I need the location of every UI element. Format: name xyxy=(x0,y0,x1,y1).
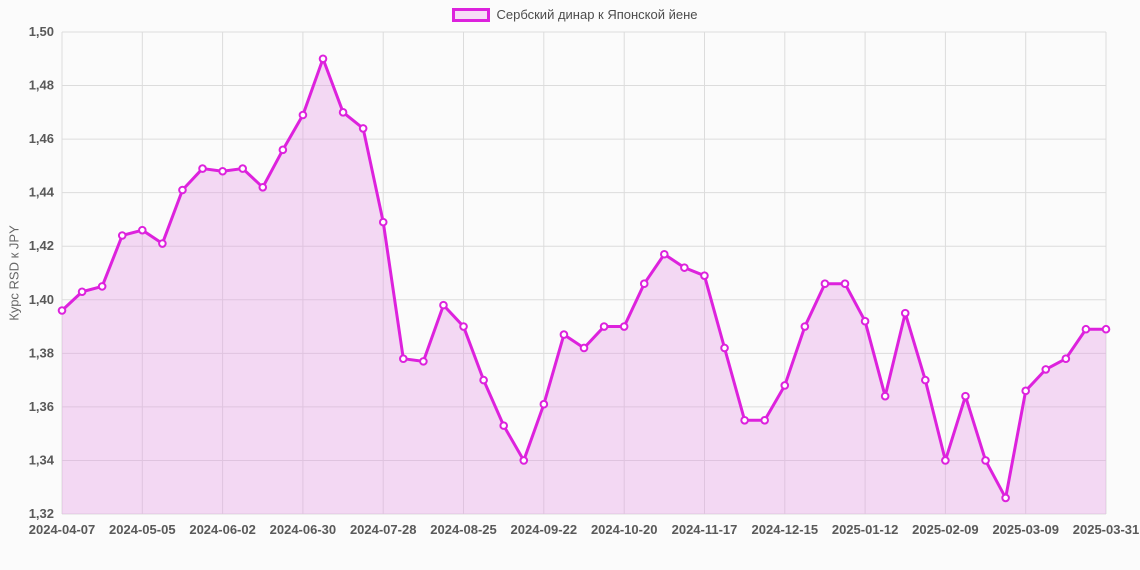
svg-text:1,46: 1,46 xyxy=(29,131,54,146)
svg-text:2024-07-28: 2024-07-28 xyxy=(350,522,417,537)
svg-text:2024-06-02: 2024-06-02 xyxy=(189,522,256,537)
svg-text:1,32: 1,32 xyxy=(29,506,54,521)
svg-text:2024-05-05: 2024-05-05 xyxy=(109,522,176,537)
svg-text:1,34: 1,34 xyxy=(29,452,55,467)
svg-text:1,38: 1,38 xyxy=(29,345,54,360)
svg-text:2025-01-12: 2025-01-12 xyxy=(832,522,899,537)
svg-text:2025-03-09: 2025-03-09 xyxy=(992,522,1059,537)
svg-text:2024-09-22: 2024-09-22 xyxy=(511,522,578,537)
svg-text:1,36: 1,36 xyxy=(29,399,54,414)
svg-text:2024-06-30: 2024-06-30 xyxy=(270,522,337,537)
svg-text:2024-11-17: 2024-11-17 xyxy=(672,522,738,537)
svg-text:1,44: 1,44 xyxy=(29,185,55,200)
svg-text:2025-02-09: 2025-02-09 xyxy=(912,522,979,537)
svg-text:2024-12-15: 2024-12-15 xyxy=(752,522,819,537)
svg-text:1,40: 1,40 xyxy=(29,292,54,307)
svg-text:1,50: 1,50 xyxy=(29,24,54,39)
svg-text:2024-04-07: 2024-04-07 xyxy=(29,522,96,537)
svg-text:2024-08-25: 2024-08-25 xyxy=(430,522,497,537)
svg-text:1,48: 1,48 xyxy=(29,78,54,93)
svg-text:1,42: 1,42 xyxy=(29,238,54,253)
svg-text:2025-03-31: 2025-03-31 xyxy=(1073,522,1140,537)
svg-text:2024-10-20: 2024-10-20 xyxy=(591,522,658,537)
